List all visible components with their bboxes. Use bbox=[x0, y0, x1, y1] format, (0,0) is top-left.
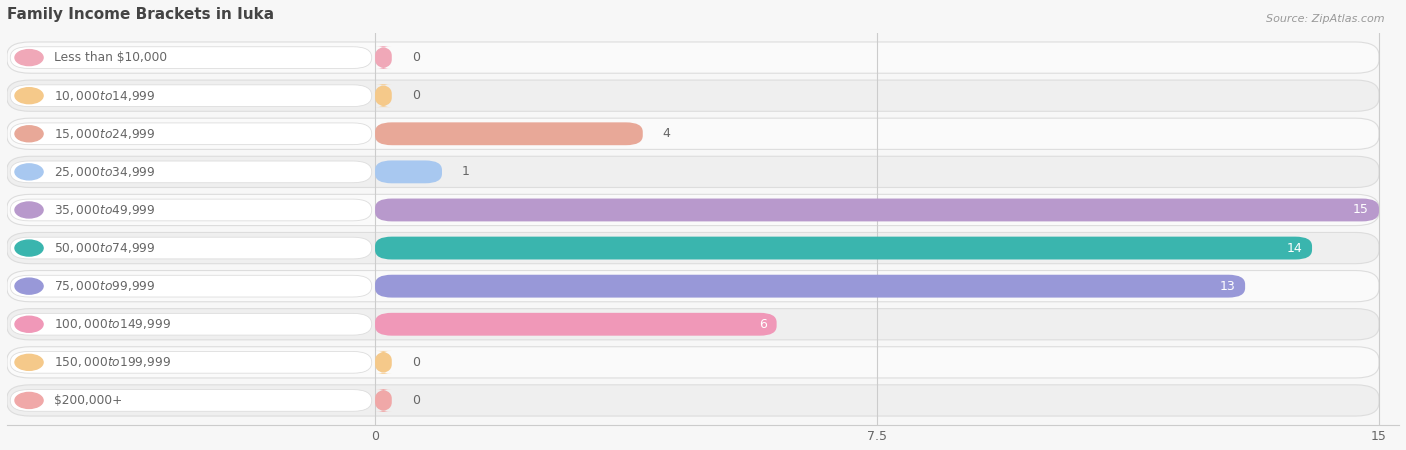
Circle shape bbox=[15, 202, 44, 218]
FancyBboxPatch shape bbox=[375, 161, 441, 183]
Circle shape bbox=[15, 354, 44, 370]
Text: Family Income Brackets in Iuka: Family Income Brackets in Iuka bbox=[7, 7, 274, 22]
FancyBboxPatch shape bbox=[375, 313, 776, 336]
FancyBboxPatch shape bbox=[375, 84, 392, 107]
FancyBboxPatch shape bbox=[7, 385, 1379, 416]
Text: $75,000 to $99,999: $75,000 to $99,999 bbox=[53, 279, 155, 293]
Text: $150,000 to $199,999: $150,000 to $199,999 bbox=[53, 356, 172, 369]
Text: 13: 13 bbox=[1219, 279, 1234, 292]
Circle shape bbox=[15, 240, 44, 256]
Text: 0: 0 bbox=[412, 394, 420, 407]
FancyBboxPatch shape bbox=[375, 389, 392, 412]
Text: $25,000 to $34,999: $25,000 to $34,999 bbox=[53, 165, 155, 179]
FancyBboxPatch shape bbox=[375, 122, 643, 145]
Text: $35,000 to $49,999: $35,000 to $49,999 bbox=[53, 203, 155, 217]
Text: 0: 0 bbox=[412, 89, 420, 102]
Circle shape bbox=[15, 50, 44, 66]
Text: 6: 6 bbox=[759, 318, 766, 331]
Text: 1: 1 bbox=[463, 165, 470, 178]
FancyBboxPatch shape bbox=[375, 275, 1246, 297]
Text: 14: 14 bbox=[1286, 242, 1302, 255]
FancyBboxPatch shape bbox=[10, 47, 371, 68]
Circle shape bbox=[15, 392, 44, 409]
Text: 0: 0 bbox=[412, 51, 420, 64]
Text: $10,000 to $14,999: $10,000 to $14,999 bbox=[53, 89, 155, 103]
FancyBboxPatch shape bbox=[10, 161, 371, 183]
FancyBboxPatch shape bbox=[10, 199, 371, 221]
FancyBboxPatch shape bbox=[7, 80, 1379, 111]
FancyBboxPatch shape bbox=[10, 237, 371, 259]
FancyBboxPatch shape bbox=[375, 198, 1379, 221]
FancyBboxPatch shape bbox=[7, 233, 1379, 264]
FancyBboxPatch shape bbox=[375, 351, 392, 374]
Text: $15,000 to $24,999: $15,000 to $24,999 bbox=[53, 127, 155, 141]
Circle shape bbox=[15, 88, 44, 104]
FancyBboxPatch shape bbox=[375, 46, 392, 69]
Text: Less than $10,000: Less than $10,000 bbox=[53, 51, 167, 64]
Text: 0: 0 bbox=[412, 356, 420, 369]
Text: $100,000 to $149,999: $100,000 to $149,999 bbox=[53, 317, 172, 331]
FancyBboxPatch shape bbox=[7, 42, 1379, 73]
Circle shape bbox=[15, 126, 44, 142]
Text: 15: 15 bbox=[1353, 203, 1369, 216]
FancyBboxPatch shape bbox=[10, 275, 371, 297]
FancyBboxPatch shape bbox=[10, 123, 371, 144]
FancyBboxPatch shape bbox=[7, 118, 1379, 149]
FancyBboxPatch shape bbox=[7, 309, 1379, 340]
FancyBboxPatch shape bbox=[375, 237, 1312, 260]
FancyBboxPatch shape bbox=[10, 390, 371, 411]
Text: Source: ZipAtlas.com: Source: ZipAtlas.com bbox=[1267, 14, 1385, 23]
FancyBboxPatch shape bbox=[7, 194, 1379, 225]
FancyBboxPatch shape bbox=[10, 313, 371, 335]
FancyBboxPatch shape bbox=[10, 85, 371, 107]
Circle shape bbox=[15, 316, 44, 332]
FancyBboxPatch shape bbox=[10, 351, 371, 373]
FancyBboxPatch shape bbox=[7, 270, 1379, 302]
FancyBboxPatch shape bbox=[7, 156, 1379, 188]
Text: $50,000 to $74,999: $50,000 to $74,999 bbox=[53, 241, 155, 255]
Circle shape bbox=[15, 164, 44, 180]
Text: 4: 4 bbox=[662, 127, 671, 140]
FancyBboxPatch shape bbox=[7, 346, 1379, 378]
Circle shape bbox=[15, 278, 44, 294]
Text: $200,000+: $200,000+ bbox=[53, 394, 122, 407]
